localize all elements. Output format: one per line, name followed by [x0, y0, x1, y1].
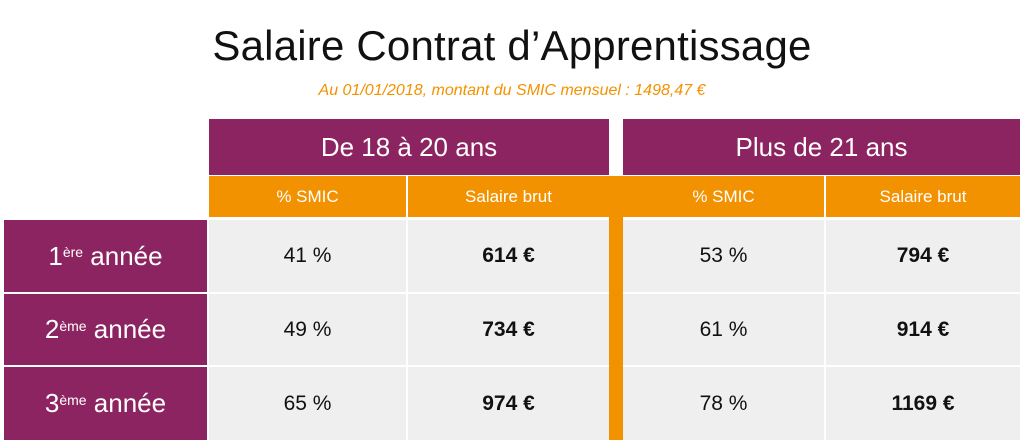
group-divider	[609, 176, 623, 440]
cell-salary1-year-2: 734 €	[408, 294, 609, 365]
cell-salary2-year-3: 1169 €	[826, 367, 1020, 440]
cell-pct2-year-1: 53 %	[623, 220, 824, 292]
col-header-salary-2: Salaire brut	[826, 176, 1020, 217]
row-label-year-1: 1 ère année	[4, 220, 207, 292]
cell-pct2-year-2: 61 %	[623, 294, 824, 365]
cell-pct1-year-3: 65 %	[209, 367, 406, 440]
row-label-year-3: 3 ème année	[4, 367, 207, 440]
subtitle: Au 01/01/2018, montant du SMIC mensuel :…	[318, 82, 706, 99]
col-header-pct-smic-2: % SMIC	[623, 176, 824, 217]
group-header-18-20: De 18 à 20 ans	[209, 119, 609, 175]
cell-salary2-year-1: 794 €	[826, 220, 1020, 292]
row-label-year-2: 2 ème année	[4, 294, 207, 365]
cell-pct1-year-2: 49 %	[209, 294, 406, 365]
page-title: Salaire Contrat d’Apprentissage	[212, 22, 812, 69]
cell-salary1-year-1: 614 €	[408, 220, 609, 292]
col-header-pct-smic-1: % SMIC	[209, 176, 406, 217]
cell-salary2-year-2: 914 €	[826, 294, 1020, 365]
cell-pct2-year-3: 78 %	[623, 367, 824, 440]
col-header-salary-1: Salaire brut	[408, 176, 609, 217]
group-header-21-plus: Plus de 21 ans	[623, 119, 1020, 175]
cell-salary1-year-3: 974 €	[408, 367, 609, 440]
cell-pct1-year-1: 41 %	[209, 220, 406, 292]
